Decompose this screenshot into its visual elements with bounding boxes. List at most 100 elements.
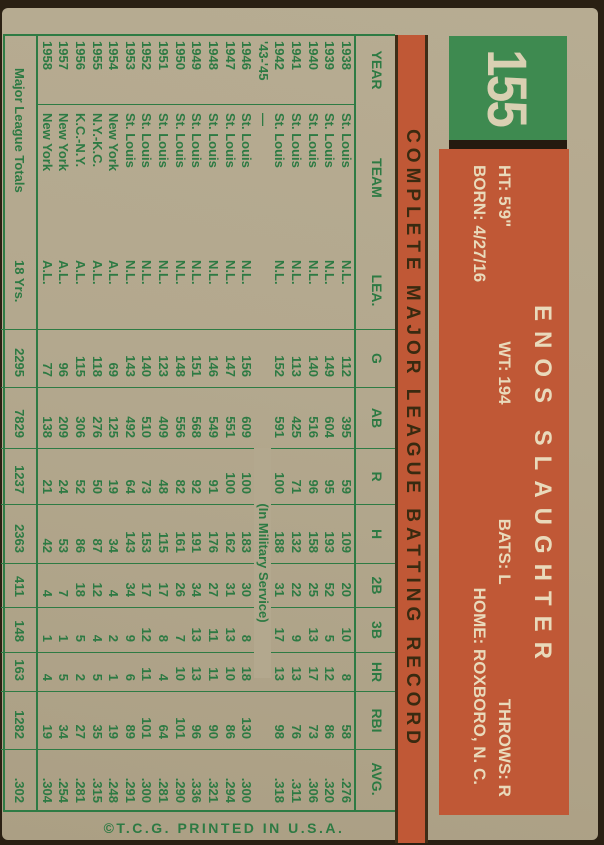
table-row: 1958 New York A.L. 77 138 21 42 4 1 4 19.304 (38, 36, 55, 810)
table-cell: — (254, 104, 271, 252)
table-cell: 11 (137, 652, 155, 691)
table-cell: New York (54, 104, 72, 252)
table-cell: 34 (187, 563, 205, 607)
table-row: 1951 St. Louis N.L. 123 409 48 115 17 8 4 64.281 (154, 36, 172, 810)
table-cell: 76 (287, 691, 305, 749)
table-cell: 86 (320, 691, 338, 749)
table-row: 1950 St. Louis N.L. 148 556 82 161 26 7 10 101.290 (171, 36, 188, 810)
table-cell: A.L. (56, 260, 72, 285)
totals-cell: 2363 (1, 504, 37, 563)
table-cell: 109 (337, 504, 354, 563)
table-cell: 1947 (222, 41, 238, 70)
table-cell: 125 (104, 387, 122, 448)
column-header: R (356, 448, 395, 504)
table-cell: 1939 (322, 41, 338, 70)
table-cell: 1952 (139, 41, 155, 70)
table-cell: 1950 (172, 41, 188, 70)
table-cell: '43-'45 (255, 41, 271, 81)
table-cell: 112 (337, 329, 354, 387)
table-cell: 87 (88, 504, 105, 563)
table-cell: N.L. (189, 260, 205, 285)
table-cell: 6 (121, 652, 138, 691)
table-cell: 22 (287, 563, 305, 607)
table-cell: 4 (104, 563, 122, 607)
table-cell: 306 (71, 387, 88, 448)
table-cell: 10 (171, 652, 188, 691)
table-cell: 19 (104, 691, 122, 749)
table-cell: A.L. (39, 260, 55, 285)
table-cell: 4 (38, 652, 55, 691)
column-header: AB (356, 387, 395, 448)
table-cell: .318 (270, 749, 288, 808)
table-cell: 138 (38, 387, 55, 448)
table-row: 1938 St. Louis N.L. 112 395 59 109 20 10 8 58.276 (337, 36, 354, 810)
column-header: RBI (356, 691, 395, 749)
table-cell: 34 (54, 691, 72, 749)
table-cell (254, 329, 271, 387)
table-cell: 31 (270, 563, 288, 607)
table-cell: 18 (71, 563, 88, 607)
table-cell: 21 (38, 448, 55, 504)
table-cell: 10 (337, 607, 354, 652)
table-cell: 13 (221, 607, 238, 652)
table-cell: 152 (270, 329, 288, 387)
table-cell: N.L. (222, 260, 238, 285)
table-cell: 4 (154, 652, 172, 691)
table-cell: .320 (320, 749, 338, 808)
military-service-note: (In Military Service) (254, 448, 271, 678)
table-cell: 71 (287, 448, 305, 504)
table-cell: 209 (54, 387, 72, 448)
table-cell: K.C.-N.Y. (71, 104, 88, 252)
player-name: ENOS SLAUGHTER (529, 304, 556, 669)
table-row: 1940 St. Louis N.L. 140 516 96 158 25 13 17 73.306 (304, 36, 321, 810)
table-cell: St. Louis (221, 104, 238, 252)
table-cell: 1953 (122, 41, 138, 70)
table-cell: 115 (71, 329, 88, 387)
table-cell: .294 (221, 749, 238, 808)
table-cell: 1948 (206, 41, 221, 70)
table-cell: 50 (88, 448, 105, 504)
player-bio-panel: ENOS SLAUGHTER HT: 5'9" WT: 194 BATS: L … (439, 149, 569, 815)
table-row: 1953 St. Louis N.L. 143 492 64 143 34 9 6 89.291 (121, 36, 138, 810)
table-cell: 176 (204, 504, 221, 563)
table-cell: 8 (337, 652, 354, 691)
table-cell: 4 (88, 607, 105, 652)
table-cell: 1957 (56, 41, 72, 70)
table-cell: 5 (54, 652, 72, 691)
table-cell: 8 (154, 607, 172, 652)
table-cell: 118 (88, 329, 105, 387)
table-cell: 8 (237, 607, 255, 652)
table-cell: .276 (337, 749, 354, 808)
table-cell: 151 (187, 329, 205, 387)
table-cell: 147 (221, 329, 238, 387)
table-cell: 24 (54, 448, 72, 504)
table-cell: .248 (104, 749, 122, 808)
table-cell: 20 (337, 563, 354, 607)
table-cell: 59 (337, 448, 354, 504)
table-cell: N.L. (206, 260, 221, 285)
table-cell: 11 (204, 652, 221, 691)
table-cell: 1941 (289, 41, 305, 70)
table-cell: 1 (104, 652, 122, 691)
table-cell: 12 (88, 563, 105, 607)
table-cell: .281 (71, 749, 88, 808)
table-cell: 90 (204, 691, 221, 749)
table-cell: 64 (154, 691, 172, 749)
table-cell: 153 (137, 504, 155, 563)
column-header: 2B (356, 563, 395, 607)
table-cell: 162 (221, 504, 238, 563)
table-cell: 91 (204, 448, 221, 504)
table-cell: N.Y.-K.C. (88, 104, 105, 252)
table-cell: 10 (221, 652, 238, 691)
table-cell: .254 (54, 749, 72, 808)
table-cell (254, 691, 271, 749)
table-row: 1946 St. Louis N.L. 156 609 100 183 30 8 18 130.30… (237, 36, 255, 810)
table-cell: St. Louis (237, 104, 255, 252)
table-cell: 191 (187, 504, 205, 563)
table-cell: 98 (270, 691, 288, 749)
table-cell: 96 (187, 691, 205, 749)
table-cell: 556 (171, 387, 188, 448)
table-cell: 9 (121, 607, 138, 652)
table-cell: 140 (304, 329, 321, 387)
